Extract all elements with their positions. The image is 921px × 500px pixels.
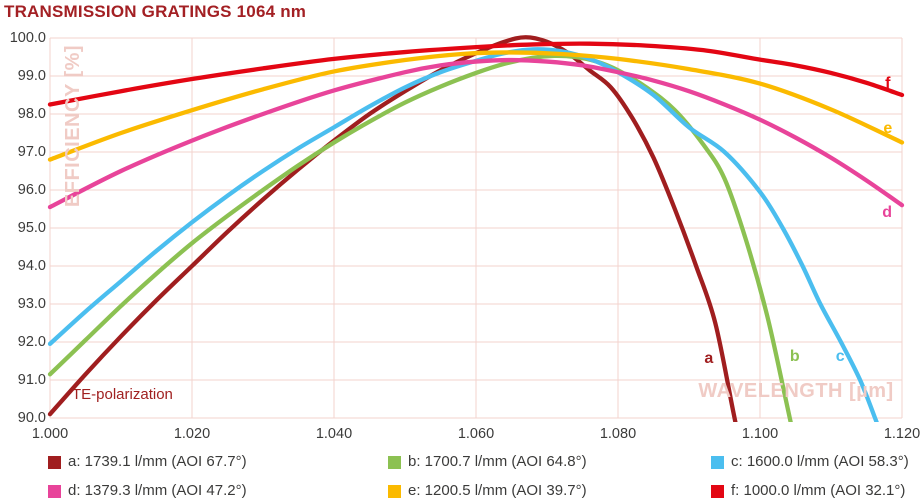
legend-item-f: f: 1000.0 l/mm (AOI 32.1°) [711,483,905,499]
legend-label-c: c: 1600.0 l/mm (AOI 58.3°) [731,453,909,470]
polarization-annotation: TE-polarization [72,386,173,403]
y-tick-label: 95.0 [17,220,46,236]
x-tick-label: 1.020 [173,426,211,442]
y-tick-label: 93.0 [17,296,46,312]
x-axis-watermark: WAVELENGTH [µm] [698,380,894,402]
legend-item-b: b: 1700.7 l/mm (AOI 64.8°) [388,454,587,470]
legend-swatch-c [711,455,724,469]
curve-f [47,41,905,107]
y-tick-label: 92.0 [17,334,46,350]
x-tick-label: 1.080 [599,426,637,442]
y-tick-label: 97.0 [17,144,46,160]
y-tick-label: 96.0 [17,182,46,198]
curve-b [47,53,793,422]
y-tick-label: 98.0 [17,106,46,122]
legend-swatch-e [388,484,401,498]
curve-label-f: f [885,75,891,92]
legend-label-b: b: 1700.7 l/mm (AOI 64.8°) [408,453,587,470]
x-tick-label: 1.120 [883,426,921,442]
y-tick-label: 99.0 [17,68,46,84]
curve-c [47,47,879,422]
legend-label-a: a: 1739.1 l/mm (AOI 67.7°) [68,453,247,470]
x-tick-label: 1.000 [31,426,69,442]
x-tick-label: 1.060 [457,426,495,442]
y-tick-label: 100.0 [9,30,46,46]
legend-label-f: f: 1000.0 l/mm (AOI 32.1°) [731,482,906,499]
legend-label-e: e: 1200.5 l/mm (AOI 39.7°) [408,482,587,499]
legend-item-e: e: 1200.5 l/mm (AOI 39.7°) [388,483,587,499]
y-tick-label: 94.0 [17,258,46,274]
curve-label-d: d [882,204,892,221]
curve-label-a: a [704,350,713,367]
legend-swatch-f [711,484,724,498]
curve-d [47,57,905,210]
curve-e [47,50,905,162]
chart-title: TRANSMISSION GRATINGS 1064 nm [4,2,307,21]
legend-item-a: a: 1739.1 l/mm (AOI 67.7°) [48,454,247,470]
y-tick-label: 90.0 [17,410,46,426]
legend-item-d: d: 1379.3 l/mm (AOI 47.2°) [48,483,247,499]
curve-label-c: c [836,348,845,365]
x-tick-label: 1.100 [741,426,779,442]
legend-item-c: c: 1600.0 l/mm (AOI 58.3°) [711,454,909,470]
curve-label-e: e [883,120,892,137]
y-tick-label: 91.0 [17,372,46,388]
legend-label-d: d: 1379.3 l/mm (AOI 47.2°) [68,482,247,499]
legend-swatch-a [48,455,61,469]
legend-swatch-b [388,455,401,469]
y-axis-watermark: EFFICIENCY [%] [62,44,84,208]
legend-swatch-d [48,484,61,498]
x-tick-label: 1.040 [315,426,353,442]
curve-label-b: b [790,348,800,365]
